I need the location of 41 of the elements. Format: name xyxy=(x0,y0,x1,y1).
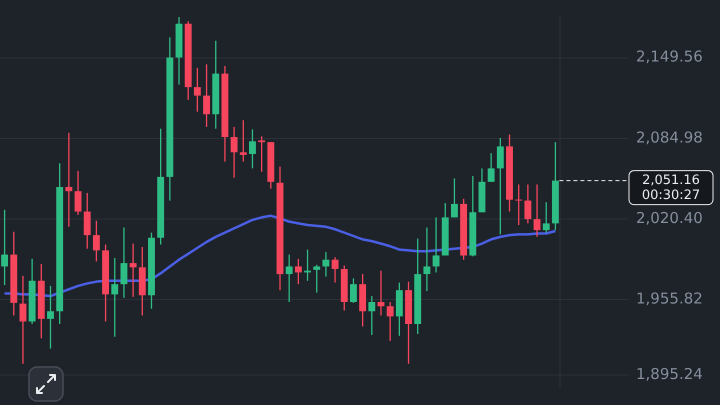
candlestick xyxy=(488,152,495,182)
candlestick xyxy=(386,301,394,342)
y-tick-label: 1,895.24 xyxy=(636,365,703,384)
candlestick xyxy=(20,275,26,364)
y-tick-label: 2,020.40 xyxy=(636,208,703,227)
candlestick xyxy=(432,216,440,274)
candlestick xyxy=(111,257,118,338)
candlestick xyxy=(332,256,339,284)
candlestick xyxy=(240,120,247,162)
candlestick xyxy=(294,258,302,285)
candlestick xyxy=(313,264,320,294)
candlestick xyxy=(322,251,330,278)
candlestick xyxy=(524,184,532,224)
candlestick xyxy=(84,192,91,250)
candlestick xyxy=(249,128,256,170)
candlestick xyxy=(450,178,458,218)
candlestick xyxy=(350,278,357,304)
y-tick-label: 2,084.98 xyxy=(636,128,703,146)
candlestick xyxy=(65,132,72,228)
candlestick xyxy=(92,220,100,262)
candlestick xyxy=(368,295,376,336)
candlestick xyxy=(378,270,384,316)
candlestick xyxy=(203,64,210,128)
candlestick xyxy=(194,67,201,112)
y-tick-label: 1,955.82 xyxy=(636,290,703,308)
candlestick xyxy=(130,242,137,298)
text: 00:30:27 xyxy=(642,188,700,204)
candlestick xyxy=(286,254,293,303)
candlestick xyxy=(423,226,430,292)
candlestick xyxy=(74,170,82,216)
candlestick xyxy=(534,184,540,238)
candlestick xyxy=(120,226,128,298)
candlestick xyxy=(515,184,522,226)
candlestick xyxy=(542,202,550,234)
candlestick xyxy=(496,137,504,236)
candlestick xyxy=(230,126,238,178)
ref-line-label: 2,051.16 xyxy=(642,173,700,188)
candlestick xyxy=(47,285,54,350)
candlestick xyxy=(1,209,8,286)
y-tick-label: 2,149.56 xyxy=(636,48,703,66)
candlestick xyxy=(304,248,311,282)
